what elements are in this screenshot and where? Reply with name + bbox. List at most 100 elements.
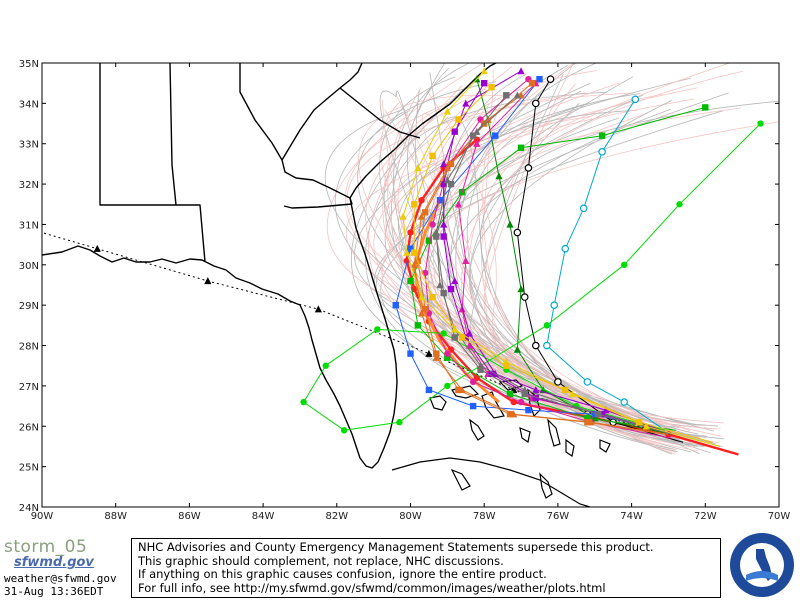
track-point-ecmf [410, 261, 418, 269]
track-point-cmc [642, 422, 650, 430]
track-point-ukm [591, 410, 598, 418]
track-point-tabs [757, 120, 764, 127]
track-point-cotc [561, 244, 570, 253]
track-point-tabs [396, 419, 403, 426]
sfwmd-link[interactable]: sfwmd.gov [14, 555, 94, 570]
lon-tick-label: 72W [694, 511, 717, 522]
track-point-ecmf [432, 353, 440, 361]
track-point-clp5 [546, 75, 555, 83]
track-point-ecmf [417, 309, 426, 317]
track-point-tvcn [503, 92, 510, 99]
track-point-cemn [488, 84, 495, 91]
track-point-avno [517, 67, 525, 75]
track-point-tvcx [436, 281, 444, 289]
ensemble-member-track [447, 116, 662, 431]
track-point-ecmf [443, 164, 451, 172]
track-point-hwrf [469, 378, 477, 386]
track-tvcn [435, 94, 673, 435]
track-point-clp5 [520, 293, 529, 301]
track-point-clp5 [531, 341, 540, 350]
ensemble-member-track [427, 109, 706, 439]
track-point-hmon [473, 139, 481, 147]
track-point-tabs [444, 382, 451, 390]
lat-tick-label: 25N [19, 463, 39, 474]
track-point-cemn [410, 249, 418, 256]
track-point-tabm [517, 144, 525, 151]
track-point-tabm [414, 322, 422, 329]
track-point-cotc [550, 301, 559, 309]
track-point-ukm [525, 406, 532, 414]
track-xtrp [42, 232, 669, 435]
track-point-cotc [620, 398, 629, 406]
track-point-ukm [407, 350, 414, 357]
track-point-tabd [513, 345, 521, 353]
track-point-cemn [635, 419, 643, 426]
lon-tick-label: 88W [104, 511, 127, 522]
track-point-clp5 [513, 228, 522, 237]
track-point-cmc [480, 67, 488, 75]
lat-tick-label: 29N [19, 301, 39, 312]
track-point-ukm [392, 301, 399, 309]
track-point-eemn [422, 209, 429, 216]
model-tracks [42, 67, 764, 456]
lon-tick-label: 70W [768, 511, 791, 522]
track-point-tabm [702, 104, 709, 111]
map-axes: 90W 88W 86W 84W 82W 80W 78W 76W 74W 72W 70W 24N 25N 2… [19, 59, 791, 522]
track-point-xtrp [204, 277, 212, 285]
disclaimer-line: If anything on this graphic causes confu… [138, 567, 547, 581]
track-point-ukm [407, 245, 414, 252]
track-point-eemn [455, 386, 462, 394]
track-point-aemn [488, 370, 495, 377]
track-point-eemn [528, 79, 536, 87]
track-point-cemn [429, 293, 436, 301]
track-point-avno [462, 99, 470, 107]
track-point-tabm [584, 415, 591, 422]
track-point-cmc [451, 325, 459, 333]
track-point-tabs [543, 322, 551, 329]
track-point-ecmf [417, 212, 426, 220]
lat-tick-label: 32N [19, 180, 39, 191]
track-point-nhc [510, 398, 517, 406]
track-point-tvcx [521, 386, 529, 394]
lon-tick-label: 86W [178, 511, 201, 522]
track-point-tvcn [451, 334, 458, 341]
track-point-tabd [517, 285, 525, 293]
lon-tick-label: 76W [547, 511, 570, 522]
track-point-hmon [454, 200, 463, 208]
track-point-aemn [447, 285, 455, 293]
track-point-tabs [440, 330, 447, 337]
lat-tick-label: 26N [19, 422, 39, 433]
track-point-hmon [462, 256, 470, 264]
track-point-avno [440, 160, 448, 168]
track-point-aemn [440, 233, 447, 240]
track-point-cemn [562, 386, 569, 394]
storm-logo: storm_05 [4, 537, 88, 557]
track-point-cmc [414, 164, 422, 172]
ensemble-member-track [346, 92, 691, 432]
track-point-eemn [506, 410, 514, 418]
track-point-cmc [403, 248, 411, 256]
track-point-eemn [433, 350, 440, 357]
track-tabs [303, 123, 761, 431]
track-point-tvcn [521, 390, 528, 398]
track-point-tabs [322, 362, 329, 369]
track-point-ukm [436, 197, 444, 204]
track-point-eemn [422, 306, 429, 313]
track-point-cmc [569, 390, 577, 398]
track-point-tvcx [443, 176, 451, 184]
sfwmd-seal-icon [730, 533, 794, 597]
track-point-cmc [417, 293, 426, 301]
track-point-aemn [598, 410, 606, 418]
track-point-ukm [536, 75, 543, 83]
track-point-aemn [440, 180, 447, 188]
track-point-tabm [444, 354, 451, 361]
disclaimer-line: NHC Advisories and County Emergency Mana… [138, 540, 654, 554]
disclaimer-line: This graphic should complement, not repl… [138, 553, 504, 568]
track-point-hwrf [444, 350, 451, 357]
track-point-ukm [469, 402, 477, 410]
track-point-cemn [410, 201, 418, 208]
contact-email[interactable]: weather@sfwmd.gov [4, 572, 117, 585]
disclaimer-line[interactable]: For full info, see http://my.sfwmd.gov/s… [138, 580, 606, 595]
ensemble-member-track [380, 110, 724, 453]
track-point-cotc [631, 95, 640, 104]
